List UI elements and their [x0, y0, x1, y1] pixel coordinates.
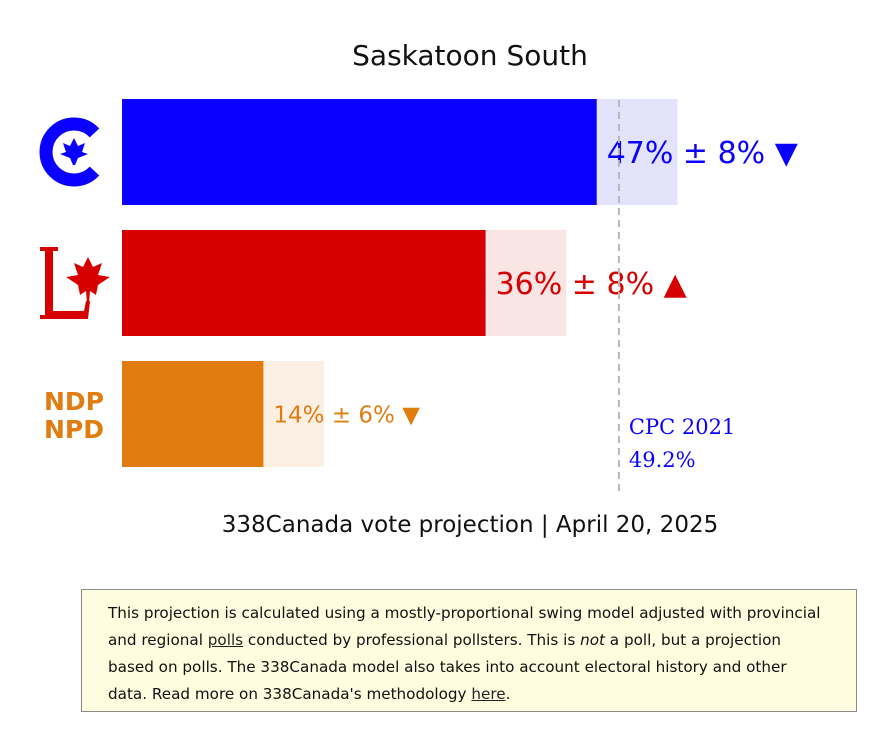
note-text-1: This projection is calculated using a mo…	[108, 604, 821, 649]
note-text-2: conducted by professional pollsters. Thi…	[243, 631, 581, 649]
note-text-3: a poll, but a projection based on polls.…	[108, 631, 787, 703]
ndp-bar	[122, 361, 264, 467]
ndp-value-label: 14% ± 6% ▼	[273, 402, 420, 428]
methodology-link[interactable]: here	[471, 685, 506, 703]
chart-subtitle: 338Canada vote projection | April 20, 20…	[222, 512, 718, 538]
cpc-logo	[39, 117, 100, 187]
reference-label: CPC 2021	[629, 415, 735, 439]
note-emphasis: not	[580, 631, 605, 649]
note-text-4: .	[505, 685, 511, 703]
lpc-logo	[40, 247, 110, 319]
chart-title: Saskatoon South	[352, 39, 588, 72]
lpc-bar	[122, 230, 486, 336]
polls-link[interactable]: polls	[207, 631, 244, 649]
methodology-note: This projection is calculated using a mo…	[81, 589, 857, 712]
svg-text:NDP: NDP	[44, 387, 104, 416]
lpc-value-label: 36% ± 8% ▲	[496, 267, 687, 302]
cpc-bar	[122, 99, 597, 205]
svg-text:NPD: NPD	[44, 415, 104, 444]
cpc-value-label: 47% ± 8% ▼	[607, 136, 798, 171]
reference-value: 49.2%	[629, 448, 696, 472]
chart: Saskatoon South 47% ± 8% ▼ 36% ± 8% ▲ 14% …	[39, 39, 798, 538]
